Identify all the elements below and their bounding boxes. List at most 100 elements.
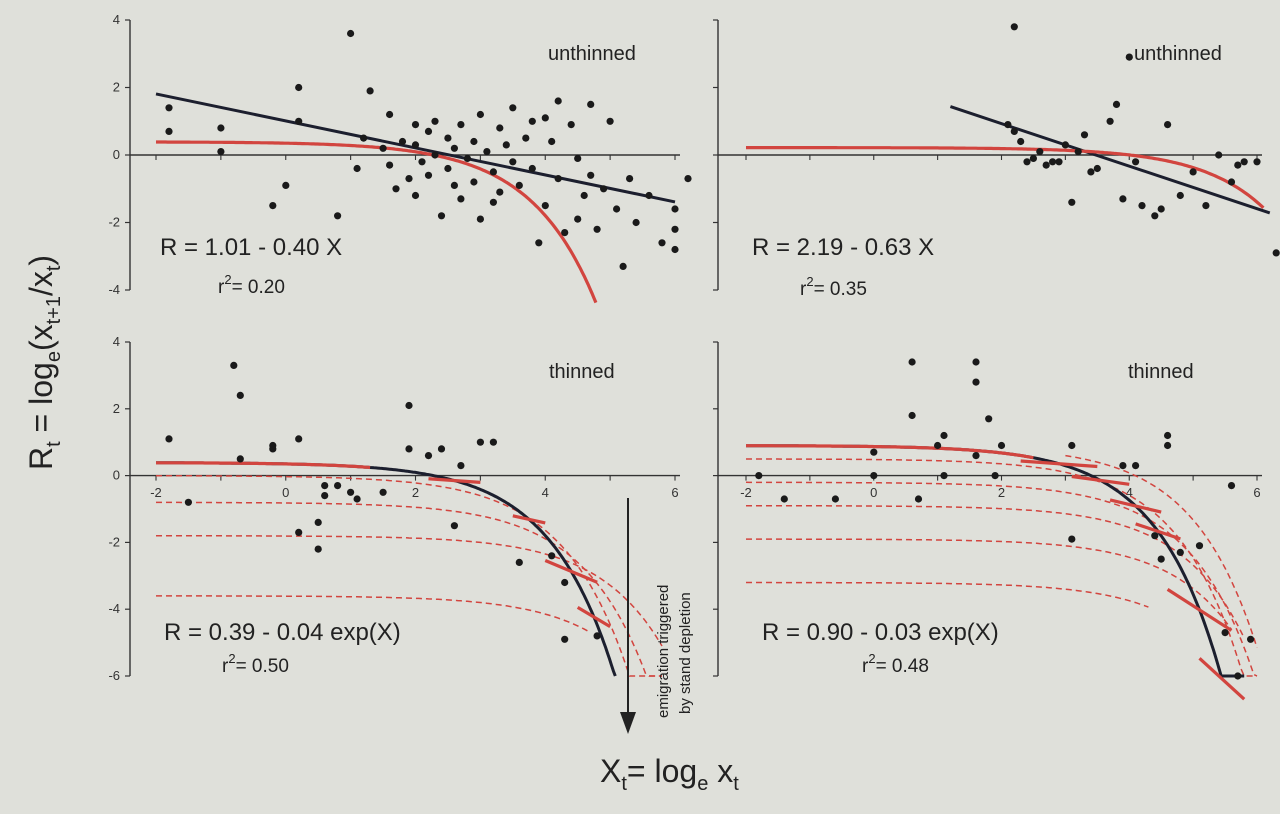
dashed-red-curve (746, 538, 1233, 630)
data-point (632, 218, 640, 227)
panel-label: thinned (1128, 361, 1194, 383)
data-point (554, 97, 562, 105)
data-point (184, 498, 192, 506)
data-point (437, 445, 446, 453)
y-axis-title-eq: = log (23, 362, 59, 441)
data-point (353, 164, 361, 173)
y-tick-label: -2 (108, 534, 120, 549)
data-point (972, 452, 980, 460)
data-point (450, 144, 458, 152)
x-tick-label: 0 (870, 485, 877, 500)
data-point (334, 482, 342, 490)
x-tick-label: 6 (1253, 485, 1260, 500)
data-point (1221, 629, 1229, 637)
red-fit-segment (428, 477, 481, 484)
data-point (934, 441, 942, 450)
data-point (561, 635, 569, 643)
y-axis-title-sub: t (43, 441, 65, 447)
data-point (671, 205, 679, 213)
data-point (295, 83, 303, 92)
data-point (295, 117, 303, 125)
data-point (450, 181, 458, 189)
red-fit-segment (1109, 498, 1162, 514)
data-point (619, 262, 627, 270)
data-point (567, 121, 575, 129)
data-point (1004, 121, 1012, 129)
data-point (515, 558, 523, 567)
data-point (392, 185, 400, 193)
data-point (1010, 127, 1018, 135)
data-point (658, 239, 666, 247)
data-point (282, 181, 290, 189)
y-axis-title-e: e (43, 351, 65, 362)
y-axis-title-div: /x (23, 271, 59, 296)
data-point (985, 415, 993, 423)
data-point (366, 87, 374, 95)
dashed-red-curve (745, 481, 1258, 677)
y-axis-title: Rt = loge(xt+1/xt) (23, 255, 65, 470)
data-point (411, 121, 420, 129)
data-point (940, 431, 948, 440)
r-squared: r2= 0.48 (862, 651, 929, 677)
fit-equation: R = 0.90 - 0.03 exp(X) (762, 619, 999, 646)
data-point (314, 545, 322, 553)
data-point (535, 239, 543, 247)
data-point (1227, 482, 1236, 490)
data-point (411, 141, 420, 149)
data-point (502, 141, 510, 149)
data-point (470, 137, 478, 146)
data-point (1068, 535, 1076, 543)
data-point (645, 191, 653, 200)
x-tick-label: -2 (150, 485, 162, 500)
data-point (870, 472, 878, 480)
x-axis-title-eq: = log (627, 753, 697, 789)
data-point (1055, 158, 1063, 166)
data-point (908, 358, 916, 366)
data-point (1164, 121, 1172, 129)
data-point (1017, 137, 1025, 146)
x-axis-title-sub: t (621, 773, 627, 795)
data-point (236, 391, 244, 399)
r-squared: r2= 0.35 (800, 274, 867, 300)
y-tick-label: 2 (113, 401, 120, 416)
data-point (295, 528, 303, 537)
data-point (496, 188, 504, 196)
data-point (217, 148, 225, 156)
data-point (1253, 158, 1261, 166)
data-point (457, 462, 465, 470)
red-fit-segment (512, 514, 546, 525)
data-point (1215, 151, 1223, 159)
data-point (1049, 158, 1057, 166)
data-point (496, 124, 504, 132)
y-axis-title-sub3: t (43, 265, 65, 271)
dashed-red-curve (746, 458, 1257, 677)
data-point (353, 495, 361, 503)
data-point (398, 137, 407, 146)
x-tick-label: 2 (998, 485, 1005, 500)
linear-fit-line (949, 105, 1271, 215)
emigration-arrow-head (620, 712, 636, 734)
x-axis-title: Xt= loge xt (600, 753, 739, 795)
data-point (509, 158, 517, 166)
r-squared: r2= 0.50 (222, 651, 289, 677)
y-tick-label: 4 (113, 12, 120, 27)
y-tick-label: 4 (113, 334, 120, 349)
data-point (1132, 462, 1140, 470)
data-point (580, 191, 588, 200)
data-point (755, 472, 763, 480)
panel-label: unthinned (548, 43, 636, 65)
panel-top-left: 4 2 0 -2 -4 unthinned R = 1.01 - 0.40 X r2= 0.2… (108, 12, 692, 304)
data-point (269, 445, 277, 453)
data-point (626, 175, 634, 183)
data-point (1125, 53, 1133, 61)
data-point (1195, 542, 1204, 550)
panel-bottom-left: 4 2 0 -2 -4 -6 -2 0 2 4 6 thinned R = 0.39 - 0.04 ex… (108, 334, 680, 683)
data-point (347, 488, 355, 496)
x-tick-label: 6 (671, 485, 678, 500)
data-point (541, 202, 549, 210)
dashed-red-curve (156, 501, 662, 677)
r-squared: r2= 0.20 (218, 272, 285, 298)
panel-label: unthinned (1134, 43, 1222, 65)
data-point (269, 202, 277, 210)
red-fit-curve (156, 140, 598, 304)
